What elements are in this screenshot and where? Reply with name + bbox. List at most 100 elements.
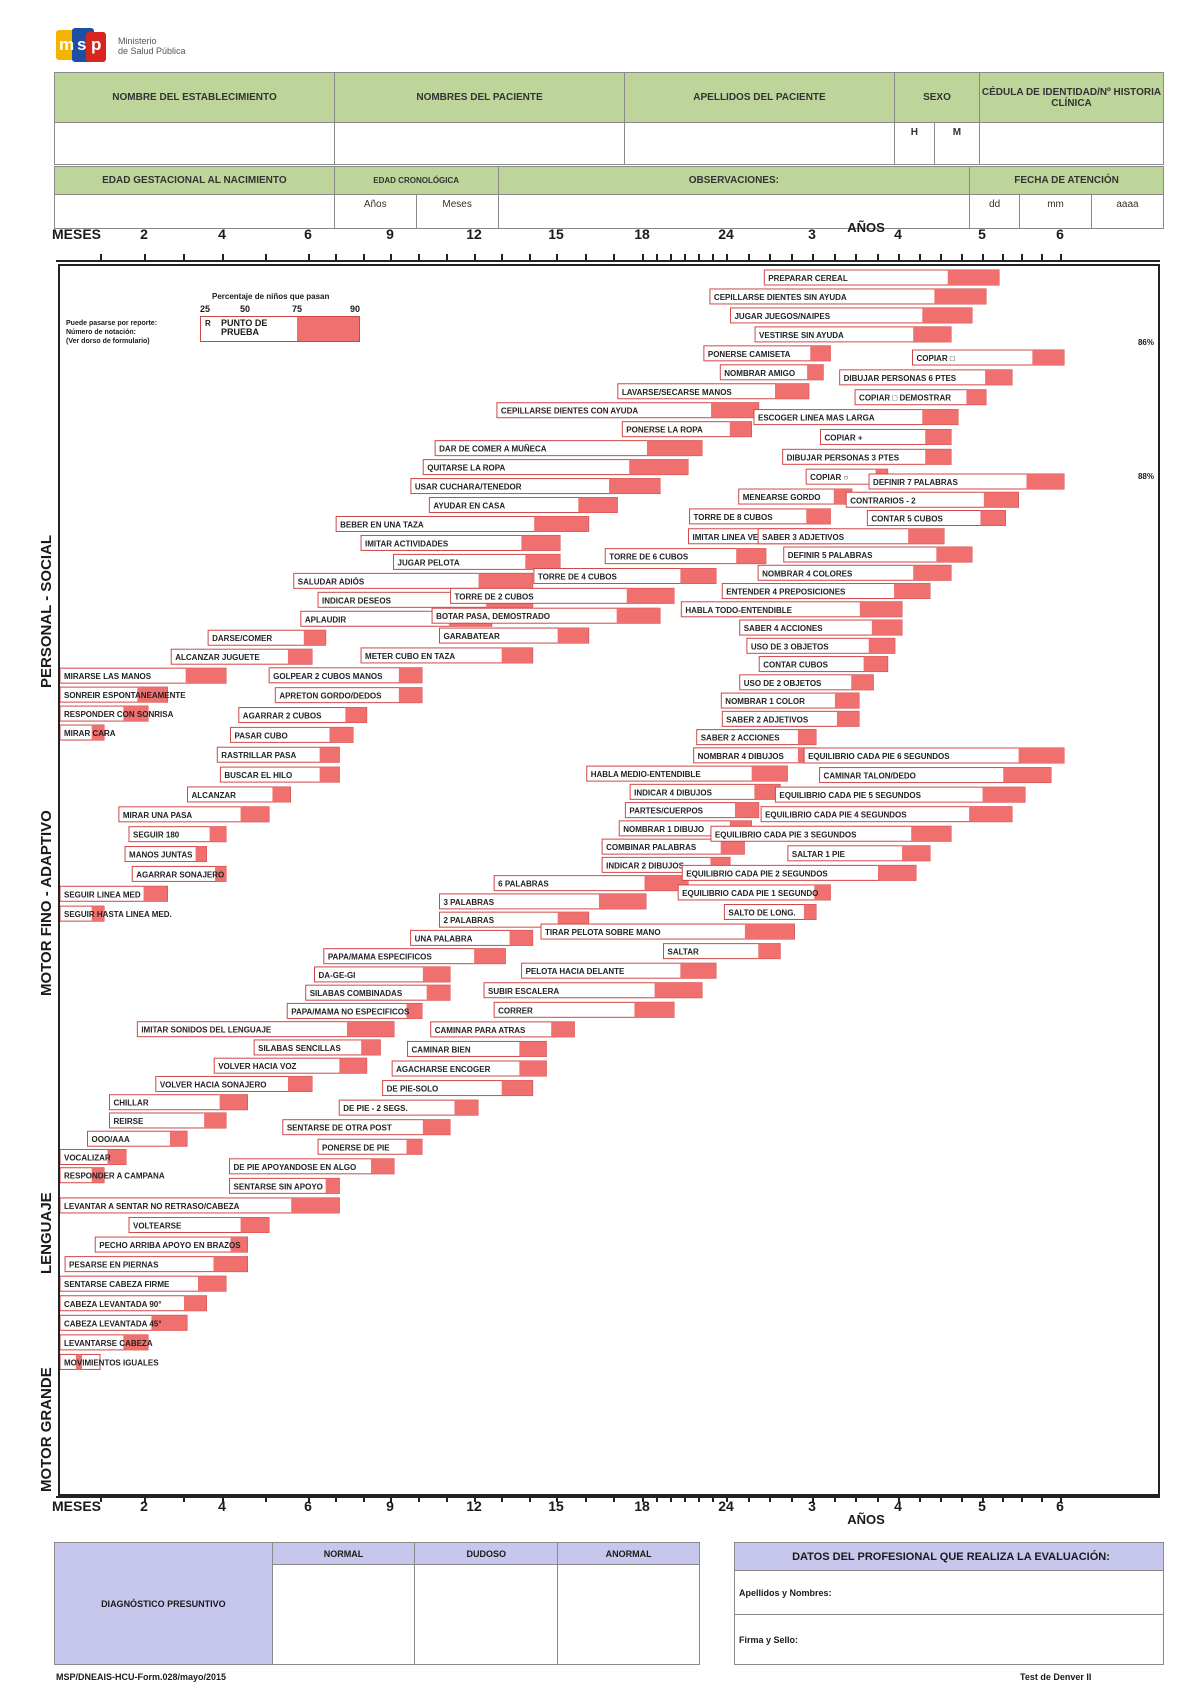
item-p75-p90-bar <box>303 630 326 646</box>
test-item: INDICAR 4 DIBUJOS <box>629 783 781 800</box>
diagnosis-table: DIAGNÓSTICO PRESUNTIVO NORMAL DUDOSO ANO… <box>54 1542 700 1665</box>
hdr-apellidos: APELLIDOS DEL PACIENTE <box>624 72 895 123</box>
legend-note-number: Número de notación: <box>66 329 137 336</box>
age-tick <box>747 1496 750 1502</box>
item-label: PECHO ARRIBA APOYO EN BRAZOS <box>99 1241 241 1250</box>
age-months-field[interactable]: Meses <box>415 194 499 229</box>
item-p75-p90-bar <box>426 985 450 1001</box>
test-item: SABER 4 ACCIONES <box>739 619 903 636</box>
age-tick <box>656 254 658 260</box>
test-item: DIBUJAR PERSONAS 3 PTES <box>782 448 952 465</box>
prof-signature-field[interactable]: Firma y Sello: <box>734 1614 1164 1665</box>
item-label: SALTO DE LONG. <box>728 909 795 918</box>
age-tick <box>528 1496 531 1502</box>
test-item: DARSE/COMER <box>207 629 327 646</box>
age-tick <box>335 254 338 260</box>
item-label: NOMBRAR 1 DIBUJO <box>623 825 704 834</box>
input-apellidos[interactable] <box>624 122 895 165</box>
prof-name-field[interactable]: Apellidos y Nombres: <box>734 1570 1164 1615</box>
item-box <box>601 838 745 855</box>
item-p75-p90-bar <box>521 535 560 551</box>
legend-sample-box: R PUNTO DE PRUEBA <box>200 316 360 342</box>
item-label: CONTAR CUBOS <box>763 661 828 670</box>
age-tick <box>501 1496 504 1502</box>
logo-letter-m: m <box>59 35 75 54</box>
date-mm-field[interactable]: mm <box>1019 194 1093 229</box>
item-p75-p90-bar <box>519 1041 547 1057</box>
scale-line <box>56 1496 1160 1498</box>
item-p75-p90-bar <box>107 1149 126 1165</box>
hdr-fecha: FECHA DE ATENCIÓN <box>969 166 1164 195</box>
check-anormal[interactable] <box>557 1564 700 1665</box>
item-p75-p90-bar <box>908 528 944 544</box>
item-label: NOMBRAR 4 COLORES <box>762 569 853 578</box>
item-p75-p90-bar <box>219 1094 248 1110</box>
item-label: SALUDAR ADIÓS <box>298 577 365 586</box>
test-item: SALTO DE LONG. <box>723 904 817 920</box>
item-p75-p90-bar <box>137 687 168 703</box>
check-normal[interactable] <box>271 1564 416 1665</box>
test-item: LEVANTARSE CABEZA <box>60 1334 153 1351</box>
check-dudoso[interactable] <box>414 1564 559 1665</box>
item-label: AYUDAR EN CASA <box>433 502 505 511</box>
test-item: SILABAS SENCILLAS <box>253 1039 381 1056</box>
age-years-field[interactable]: Años <box>333 194 417 229</box>
sex-h-box[interactable]: H <box>894 122 935 165</box>
item-label: MOVIMIENTOS IGUALES <box>64 1358 159 1367</box>
legend-p25: 25 <box>200 304 211 314</box>
test-item: SABER 2 ACCIONES <box>696 729 817 746</box>
item-box <box>617 383 810 400</box>
item-label: COPIAR ○ <box>810 473 848 482</box>
msp-logo: m s p Ministerio de Salud Pública <box>56 28 186 64</box>
input-nombres[interactable] <box>334 122 625 165</box>
item-label: SALTAR <box>668 948 699 957</box>
sex-m-box[interactable]: M <box>933 122 981 165</box>
date-aaaa-field[interactable]: aaaa <box>1091 194 1164 229</box>
input-edad-gestacional[interactable] <box>54 194 335 229</box>
item-label: SABER 4 ACCIONES <box>744 624 823 633</box>
item-p75-p90-bar <box>626 588 674 604</box>
item-label: SENTARSE DE OTRA POST <box>287 1124 392 1133</box>
test-item: QUITARSE LA ROPA <box>422 459 689 476</box>
input-observaciones[interactable] <box>497 194 971 229</box>
hdr-observaciones: OBSERVACIONES: <box>497 166 971 195</box>
test-item: SALUDAR ADIÓS <box>293 572 534 589</box>
test-item: OOO/AAA <box>87 1130 188 1147</box>
meses-label: MESES <box>52 1498 102 1514</box>
item-label: USO DE 2 OBJETOS <box>744 679 822 688</box>
item-p75-p90-bar <box>616 608 660 624</box>
input-cedula[interactable] <box>979 122 1164 165</box>
item-p75-p90-bar <box>902 845 930 861</box>
item-p75-p90-bar <box>91 725 104 741</box>
test-item: BOTAR PASA, DEMOSTRADO <box>431 607 661 624</box>
test-item: JUGAR JUEGOS/NAIPES <box>729 307 973 324</box>
date-dd-field[interactable]: dd <box>969 194 1021 229</box>
test-item: BEBER EN UNA TAZA <box>335 515 590 532</box>
age-tick <box>144 254 146 260</box>
item-p75-p90-bar <box>185 668 226 684</box>
input-establecimiento[interactable] <box>54 122 335 165</box>
test-item: VOLVER HACIA VOZ <box>213 1057 368 1074</box>
item-p75-p90-bar <box>894 583 930 599</box>
age-tick <box>961 1496 963 1502</box>
age-tick <box>222 1496 224 1502</box>
item-p75-p90-bar <box>797 729 816 745</box>
test-item: PECHO ARRIBA APOYO EN BRAZOS <box>94 1236 249 1253</box>
item-p75-p90-bar <box>729 421 752 437</box>
item-p75-p90-bar <box>474 948 506 964</box>
item-p75-p90-bar <box>836 711 859 727</box>
age-tick <box>642 254 644 260</box>
age-tick <box>982 254 984 260</box>
test-item: AGACHARSE ENCOGER <box>391 1060 547 1077</box>
test-item: USO DE 3 OBJETOS <box>746 637 896 654</box>
item-label: PONERSE DE PIE <box>322 1143 390 1152</box>
item-p75-p90-bar <box>209 826 226 842</box>
test-item: CABEZA LEVANTADA 90° <box>60 1295 207 1312</box>
item-label: PONERSE LA ROPA <box>626 426 703 435</box>
age-tick <box>474 254 476 260</box>
item-p75-p90-bar <box>151 1315 187 1331</box>
item-label: NOMBRAR 1 COLOR <box>725 697 805 706</box>
item-p75-p90-bar <box>814 884 831 900</box>
item-label: VESTIRSE SIN AYUDA <box>759 331 844 340</box>
test-item: EQUILIBRIO CADA PIE 5 SEGUNDOS <box>774 786 1026 803</box>
